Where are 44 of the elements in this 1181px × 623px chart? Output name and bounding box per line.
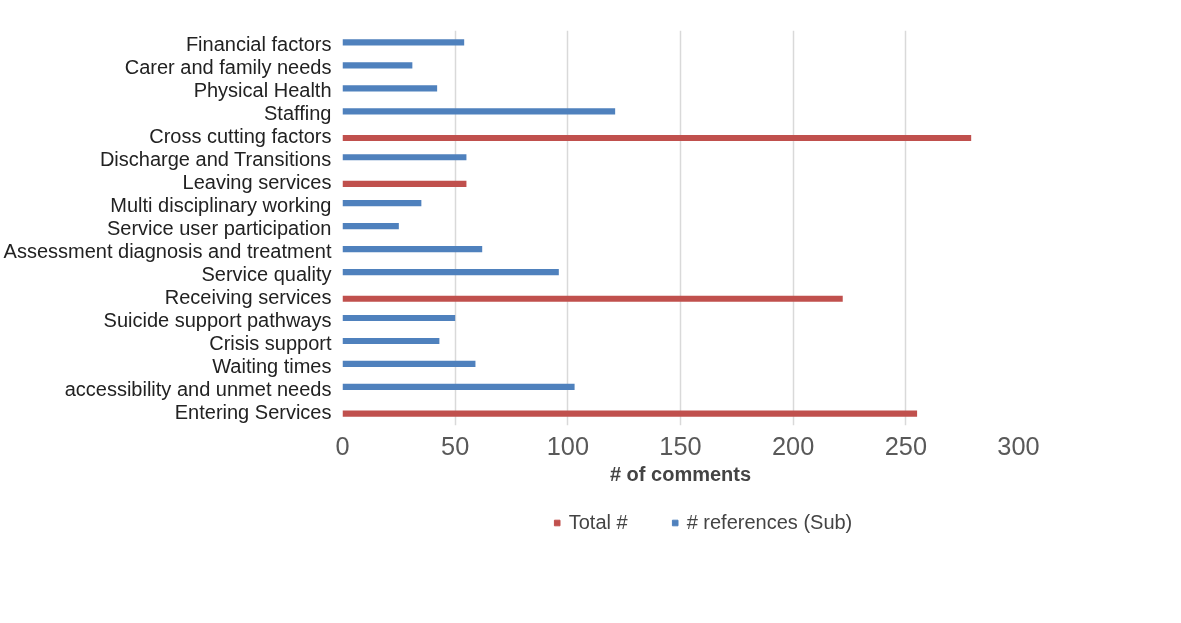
bar [342,200,422,207]
y-tick-label: Entering Services [174,400,332,423]
bar [342,154,467,161]
bar [342,268,559,276]
bar [342,383,575,391]
y-tick-label: Physical Health [193,79,332,102]
y-tick-label: Receiving services [164,285,332,308]
bar [342,223,399,230]
x-tick-label: 50 [441,431,470,460]
bar [342,62,413,69]
y-tick-label: Waiting times [212,354,332,377]
bar [342,85,438,92]
bar [342,410,918,417]
x-tick-label: 100 [546,431,589,460]
bar [342,134,972,142]
x-tick-label: 200 [772,431,815,460]
y-tick-label: Service quality [201,262,332,285]
y-tick-label: Financial factors [185,33,332,56]
y-tick-label: Service user participation [106,217,332,239]
y-tick-label: Assessment diagnosis and treatment [3,239,332,262]
y-tick-label: Carer and family needs [124,56,332,79]
bar [342,337,440,345]
x-tick-label: 250 [884,431,927,460]
bar [342,314,456,322]
y-tick-label: Staffing [264,102,332,125]
y-tick-label: Multi disciplinary working [110,194,332,217]
bar [342,295,843,302]
bar [342,108,616,115]
y-tick-label: accessibility and unmet needs [64,377,332,400]
bar [342,39,465,46]
bar [342,246,483,253]
y-tick-label: Cross cutting factors [149,125,332,148]
y-tick-label: Leaving services [182,171,332,194]
bar [342,180,467,188]
legend-label: # references (Sub) [686,510,853,534]
y-tick-label: Crisis support [209,331,332,354]
y-tick-label: Discharge and Transitions [99,148,332,171]
x-tick-label: 300 [997,431,1040,460]
x-axis-title: # of comments [609,462,752,485]
x-tick-label: 0 [335,431,350,460]
y-tick-label: Suicide support pathways [103,308,332,331]
legend-label: Total # [568,510,628,534]
x-tick-label: 150 [659,431,702,460]
bar [342,360,476,368]
